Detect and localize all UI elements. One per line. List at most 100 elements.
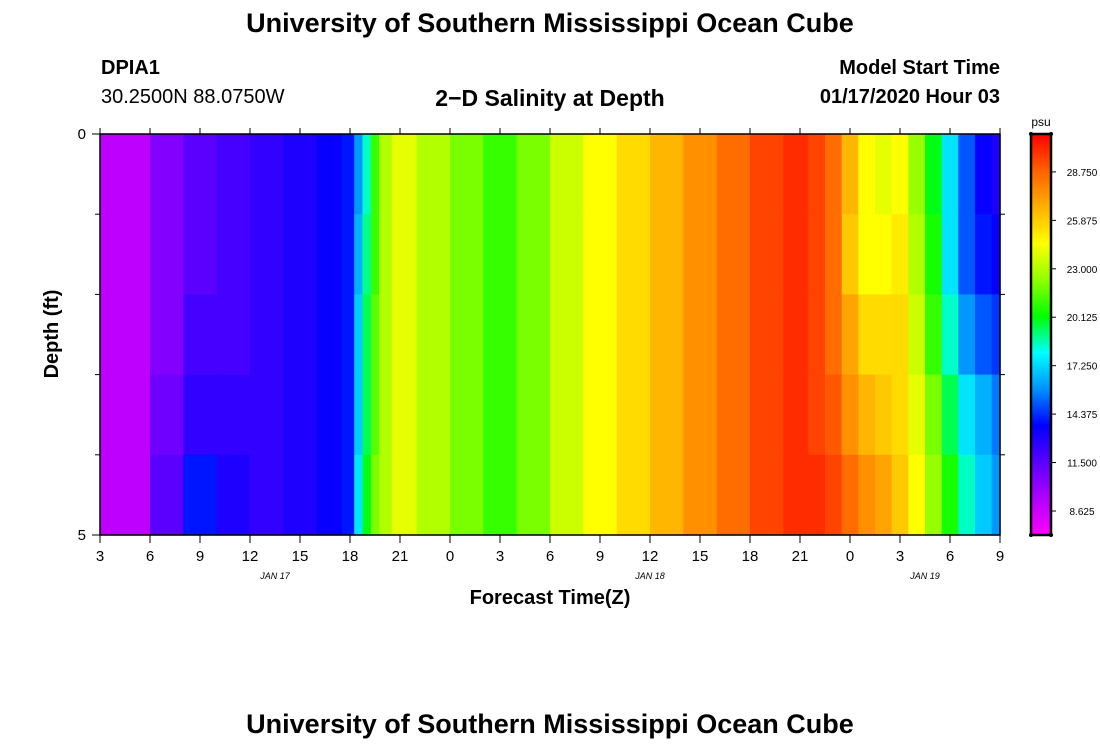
heatmap-cell <box>370 454 380 536</box>
heatmap-cell <box>825 294 843 376</box>
heatmap-cell <box>316 374 343 456</box>
heatmap-cell <box>483 294 518 376</box>
heatmap-cells <box>100 134 1001 536</box>
heatmap-cell <box>370 214 380 295</box>
heatmap-cell <box>650 214 684 295</box>
x-tick-label: 6 <box>146 548 154 565</box>
heatmap-cell <box>991 374 1001 456</box>
heatmap-cell <box>583 134 618 215</box>
heatmap-cell <box>841 294 859 376</box>
heatmap-cell <box>483 454 518 536</box>
heatmap-cell <box>354 294 364 376</box>
heatmap-cell <box>216 214 251 295</box>
heatmap-cell <box>391 374 418 456</box>
colorbar-top-marker <box>1029 132 1033 136</box>
heatmap-cell <box>750 374 784 456</box>
heatmap-cell <box>616 454 651 536</box>
heatmap-cell <box>925 214 943 295</box>
heatmap-cell <box>354 454 364 536</box>
colorbar <box>1029 132 1053 537</box>
heatmap-cell <box>283 374 318 456</box>
x-tick-label: 12 <box>642 548 659 565</box>
heatmap-cell <box>783 214 809 295</box>
heatmap-cell <box>116 454 151 536</box>
heatmap-cell <box>391 214 418 295</box>
heatmap-cell <box>362 454 372 536</box>
heatmap-cell <box>958 134 976 215</box>
heatmap-cell <box>808 374 826 456</box>
heatmap-cell <box>183 294 218 376</box>
date-labels: JAN 17 JAN 18 JAN 19 <box>259 571 940 581</box>
heatmap-cell <box>616 294 651 376</box>
heatmap-cell <box>941 454 959 536</box>
heatmap-cell <box>975 134 993 215</box>
heatmap-cell <box>908 134 926 215</box>
heatmap-cell <box>975 294 993 376</box>
heatmap-cell <box>362 294 372 376</box>
heatmap-cell <box>362 374 372 456</box>
heatmap-cell <box>841 134 859 215</box>
x-tick-label: 0 <box>846 548 854 565</box>
x-tick-label: 21 <box>392 548 409 565</box>
heatmap-cell <box>716 454 751 536</box>
heatmap-cell <box>891 294 909 376</box>
heatmap-cell <box>250 374 284 456</box>
heatmap-cell <box>783 294 809 376</box>
heatmap-cell <box>316 454 343 536</box>
heatmap-cell <box>616 134 651 215</box>
colorbar-tick-label: 8.625 <box>1069 507 1094 518</box>
heatmap-cell <box>925 134 943 215</box>
heatmap-cell <box>183 374 218 456</box>
colorbar-tick-label: 20.125 <box>1067 313 1098 324</box>
heatmap-cell <box>583 454 618 536</box>
heatmap-cell <box>100 454 118 536</box>
heatmap-cell <box>975 214 993 295</box>
heatmap-cell <box>958 214 976 295</box>
heatmap-cell <box>354 214 364 295</box>
heatmap-cell <box>925 294 943 376</box>
heatmap-cell <box>250 214 284 295</box>
heatmap-cell <box>825 134 843 215</box>
heatmap-cell <box>825 374 843 456</box>
heatmap-cell <box>283 214 318 295</box>
heatmap-cell <box>550 134 584 215</box>
y-axis-ticks: 05 <box>78 126 1005 544</box>
heatmap-cell <box>583 294 618 376</box>
heatmap-cell <box>150 454 184 536</box>
heatmap-cell <box>354 374 364 456</box>
heatmap-cell <box>516 374 551 456</box>
heatmap-cell <box>991 214 1001 295</box>
heatmap-cell <box>858 374 876 456</box>
heatmap-cell <box>891 374 909 456</box>
y-axis-label: Depth (ft) <box>41 290 63 379</box>
heatmap-cell <box>379 134 393 215</box>
heatmap-cell <box>150 134 184 215</box>
heatmap-cell <box>341 214 355 295</box>
heatmap-cell <box>450 134 484 215</box>
colorbar-tick-label: 11.500 <box>1067 459 1097 470</box>
heatmap-cell <box>483 214 518 295</box>
heatmap-cell <box>925 454 943 536</box>
heatmap-cell <box>616 214 651 295</box>
heatmap-cell <box>516 214 551 295</box>
x-tick-label: 3 <box>896 548 904 565</box>
heatmap-cell <box>283 134 318 215</box>
heatmap-cell <box>991 294 1001 376</box>
heatmap-cell <box>116 374 151 456</box>
heatmap-cell <box>250 294 284 376</box>
heatmap-cell <box>391 454 418 536</box>
heatmap-cell <box>941 134 959 215</box>
heatmap-cell <box>450 454 484 536</box>
heatmap-cell <box>150 214 184 295</box>
heatmap-cell <box>116 214 151 295</box>
heatmap-cell <box>841 454 859 536</box>
heatmap-cell <box>379 454 393 536</box>
heatmap-cell <box>716 374 751 456</box>
heatmap-cell <box>808 134 826 215</box>
heatmap-cell <box>450 374 484 456</box>
heatmap-cell <box>650 294 684 376</box>
station-id: DPIA1 <box>101 57 160 79</box>
heatmap-cell <box>100 134 118 215</box>
heatmap-cell <box>183 454 218 536</box>
x-tick-label: 9 <box>596 548 604 565</box>
